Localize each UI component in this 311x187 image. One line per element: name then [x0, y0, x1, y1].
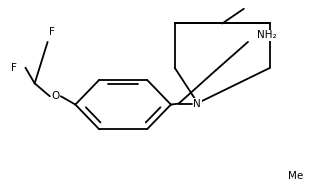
- Text: F: F: [49, 27, 55, 37]
- Text: O: O: [51, 91, 59, 101]
- Text: Me: Me: [288, 171, 303, 181]
- Text: N: N: [193, 99, 201, 109]
- Text: F: F: [11, 63, 17, 73]
- Text: NH₂: NH₂: [257, 30, 277, 40]
